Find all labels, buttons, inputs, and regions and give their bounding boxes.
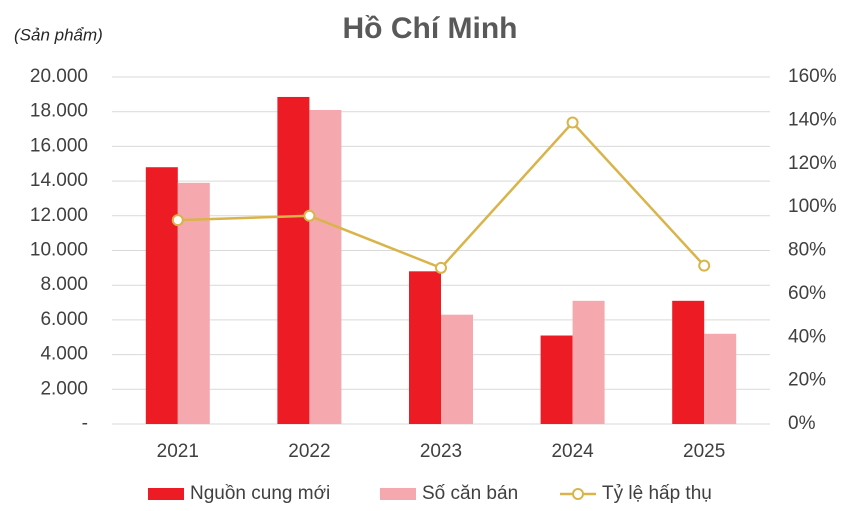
legend-label: Nguồn cung mới <box>190 483 330 504</box>
bar <box>441 314 473 424</box>
y-tick-label: 20.000 <box>30 66 88 87</box>
y-tick-label: 8.000 <box>40 274 88 295</box>
y2-tick-label: 160% <box>788 66 837 87</box>
line-marker <box>303 209 316 222</box>
bar <box>277 96 310 424</box>
legend-swatch <box>148 488 184 500</box>
line <box>177 120 706 270</box>
legend-swatch <box>572 488 584 500</box>
y-tick-label: 4.000 <box>40 344 88 365</box>
bar <box>540 335 573 424</box>
y-tick-label: - <box>82 413 88 434</box>
y2-tick-label: 60% <box>788 283 826 304</box>
y-tick-label: 18.000 <box>30 101 88 122</box>
y2-tick-label: 100% <box>788 196 837 217</box>
y-tick-label: 14.000 <box>30 170 88 191</box>
bar <box>145 167 178 424</box>
legend-swatch <box>380 488 416 500</box>
y-tick-label: 16.000 <box>30 135 88 156</box>
y2-tick-label: 120% <box>788 153 837 174</box>
y-axis-label: (Sản phẩm) <box>14 25 103 44</box>
bar <box>704 333 737 424</box>
x-tick-label: 2023 <box>420 441 462 462</box>
y2-tick-label: 20% <box>788 370 826 391</box>
y-tick-label: 10.000 <box>30 240 88 261</box>
bar <box>672 300 705 424</box>
x-tick-label: 2024 <box>551 441 594 462</box>
bar <box>572 300 605 424</box>
line-marker <box>171 214 184 227</box>
y-tick-label: 12.000 <box>30 205 88 226</box>
bar <box>409 271 441 424</box>
y-tick-label: 6.000 <box>40 309 88 330</box>
legend-label: Tỷ lệ hấp thụ <box>602 483 712 504</box>
y2-tick-label: 40% <box>788 326 826 347</box>
y2-tick-label: 0% <box>788 413 816 434</box>
y2-tick-label: 80% <box>788 240 826 261</box>
line-marker <box>435 261 447 274</box>
bar <box>309 109 342 424</box>
legend-label: Số căn bán <box>422 483 518 504</box>
y2-tick-label: 140% <box>788 109 837 130</box>
y-tick-label: 2.000 <box>40 378 88 399</box>
x-tick-label: 2022 <box>288 441 330 462</box>
line-marker <box>566 116 579 129</box>
x-tick-label: 2021 <box>157 441 199 462</box>
x-tick-label: 2025 <box>683 441 725 462</box>
bar <box>177 182 210 424</box>
line-marker <box>698 259 711 272</box>
chart-title: Hồ Chí Minh <box>343 12 518 45</box>
